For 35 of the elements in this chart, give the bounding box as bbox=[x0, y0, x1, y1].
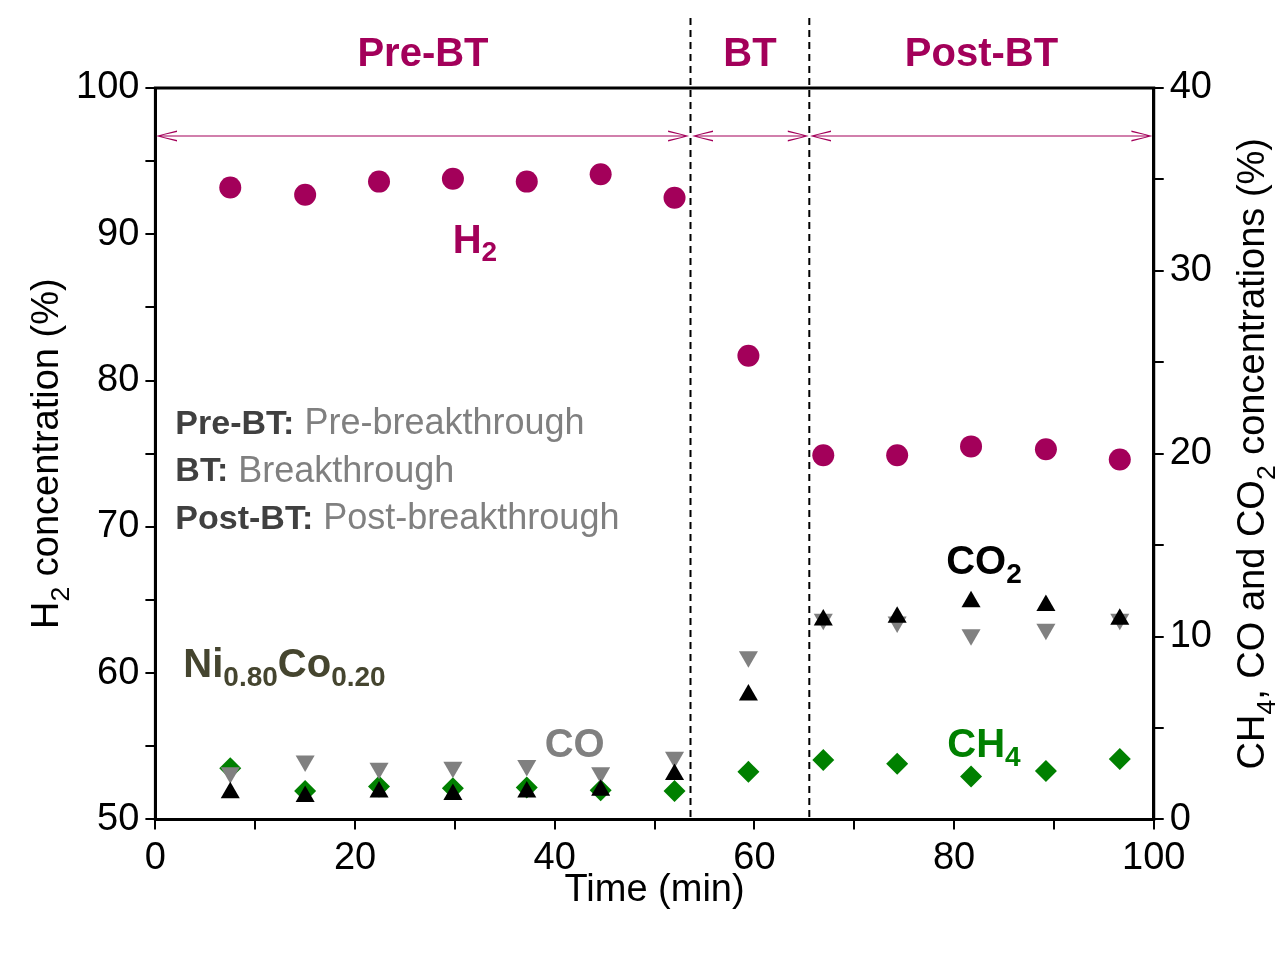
point bbox=[441, 167, 464, 190]
point bbox=[368, 170, 391, 193]
point bbox=[515, 170, 538, 193]
y2-tick-label: 10 bbox=[1169, 613, 1213, 656]
point bbox=[1108, 448, 1131, 471]
point bbox=[886, 444, 909, 467]
text: Pre-BT bbox=[357, 30, 489, 74]
point bbox=[663, 186, 686, 209]
point bbox=[812, 444, 835, 467]
annotation: Post-BT: Post-breakthrough bbox=[175, 496, 620, 538]
point bbox=[294, 183, 317, 206]
annotation: BT: Breakthrough bbox=[175, 448, 455, 490]
text: BT bbox=[723, 30, 777, 74]
x-tick-label: 80 bbox=[932, 834, 976, 877]
point bbox=[589, 163, 612, 186]
y2-tick-label: 20 bbox=[1169, 430, 1213, 473]
y-tick-label: 70 bbox=[97, 503, 140, 546]
y-tick-label: 80 bbox=[97, 357, 140, 400]
y-axis-title: H2 concentration (%) bbox=[24, 278, 76, 629]
y-tick-label: 100 bbox=[76, 64, 140, 107]
annotation: Pre-BT: Pre-breakthrough bbox=[175, 401, 585, 443]
y2-axis-title: CH4, CO and CO2 concentrations (%) bbox=[1230, 137, 1278, 770]
y2-tick-label: 30 bbox=[1169, 247, 1213, 290]
y2-tick-label: 40 bbox=[1169, 64, 1213, 107]
x-tick-label: 0 bbox=[144, 834, 166, 877]
point bbox=[960, 435, 983, 458]
text: Post-BT bbox=[904, 30, 1059, 74]
y-tick-label: 60 bbox=[97, 649, 140, 692]
y-tick-label: 50 bbox=[97, 795, 140, 838]
y-tick-label: 90 bbox=[97, 210, 140, 253]
point bbox=[737, 344, 760, 367]
x-tick-label: 20 bbox=[333, 834, 377, 877]
point bbox=[219, 176, 242, 199]
series-label: CO bbox=[544, 721, 605, 766]
point bbox=[1034, 438, 1057, 461]
